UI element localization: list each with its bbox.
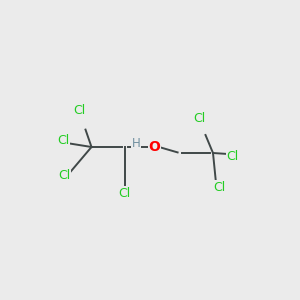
- Text: Cl: Cl: [226, 149, 238, 163]
- Text: Cl: Cl: [118, 187, 130, 200]
- Text: H: H: [131, 137, 140, 150]
- Text: Cl: Cl: [58, 169, 70, 182]
- Text: Cl: Cl: [74, 104, 86, 118]
- Text: Cl: Cl: [194, 112, 206, 125]
- Text: O: O: [148, 140, 160, 154]
- Text: Cl: Cl: [213, 181, 225, 194]
- Text: Cl: Cl: [57, 134, 69, 148]
